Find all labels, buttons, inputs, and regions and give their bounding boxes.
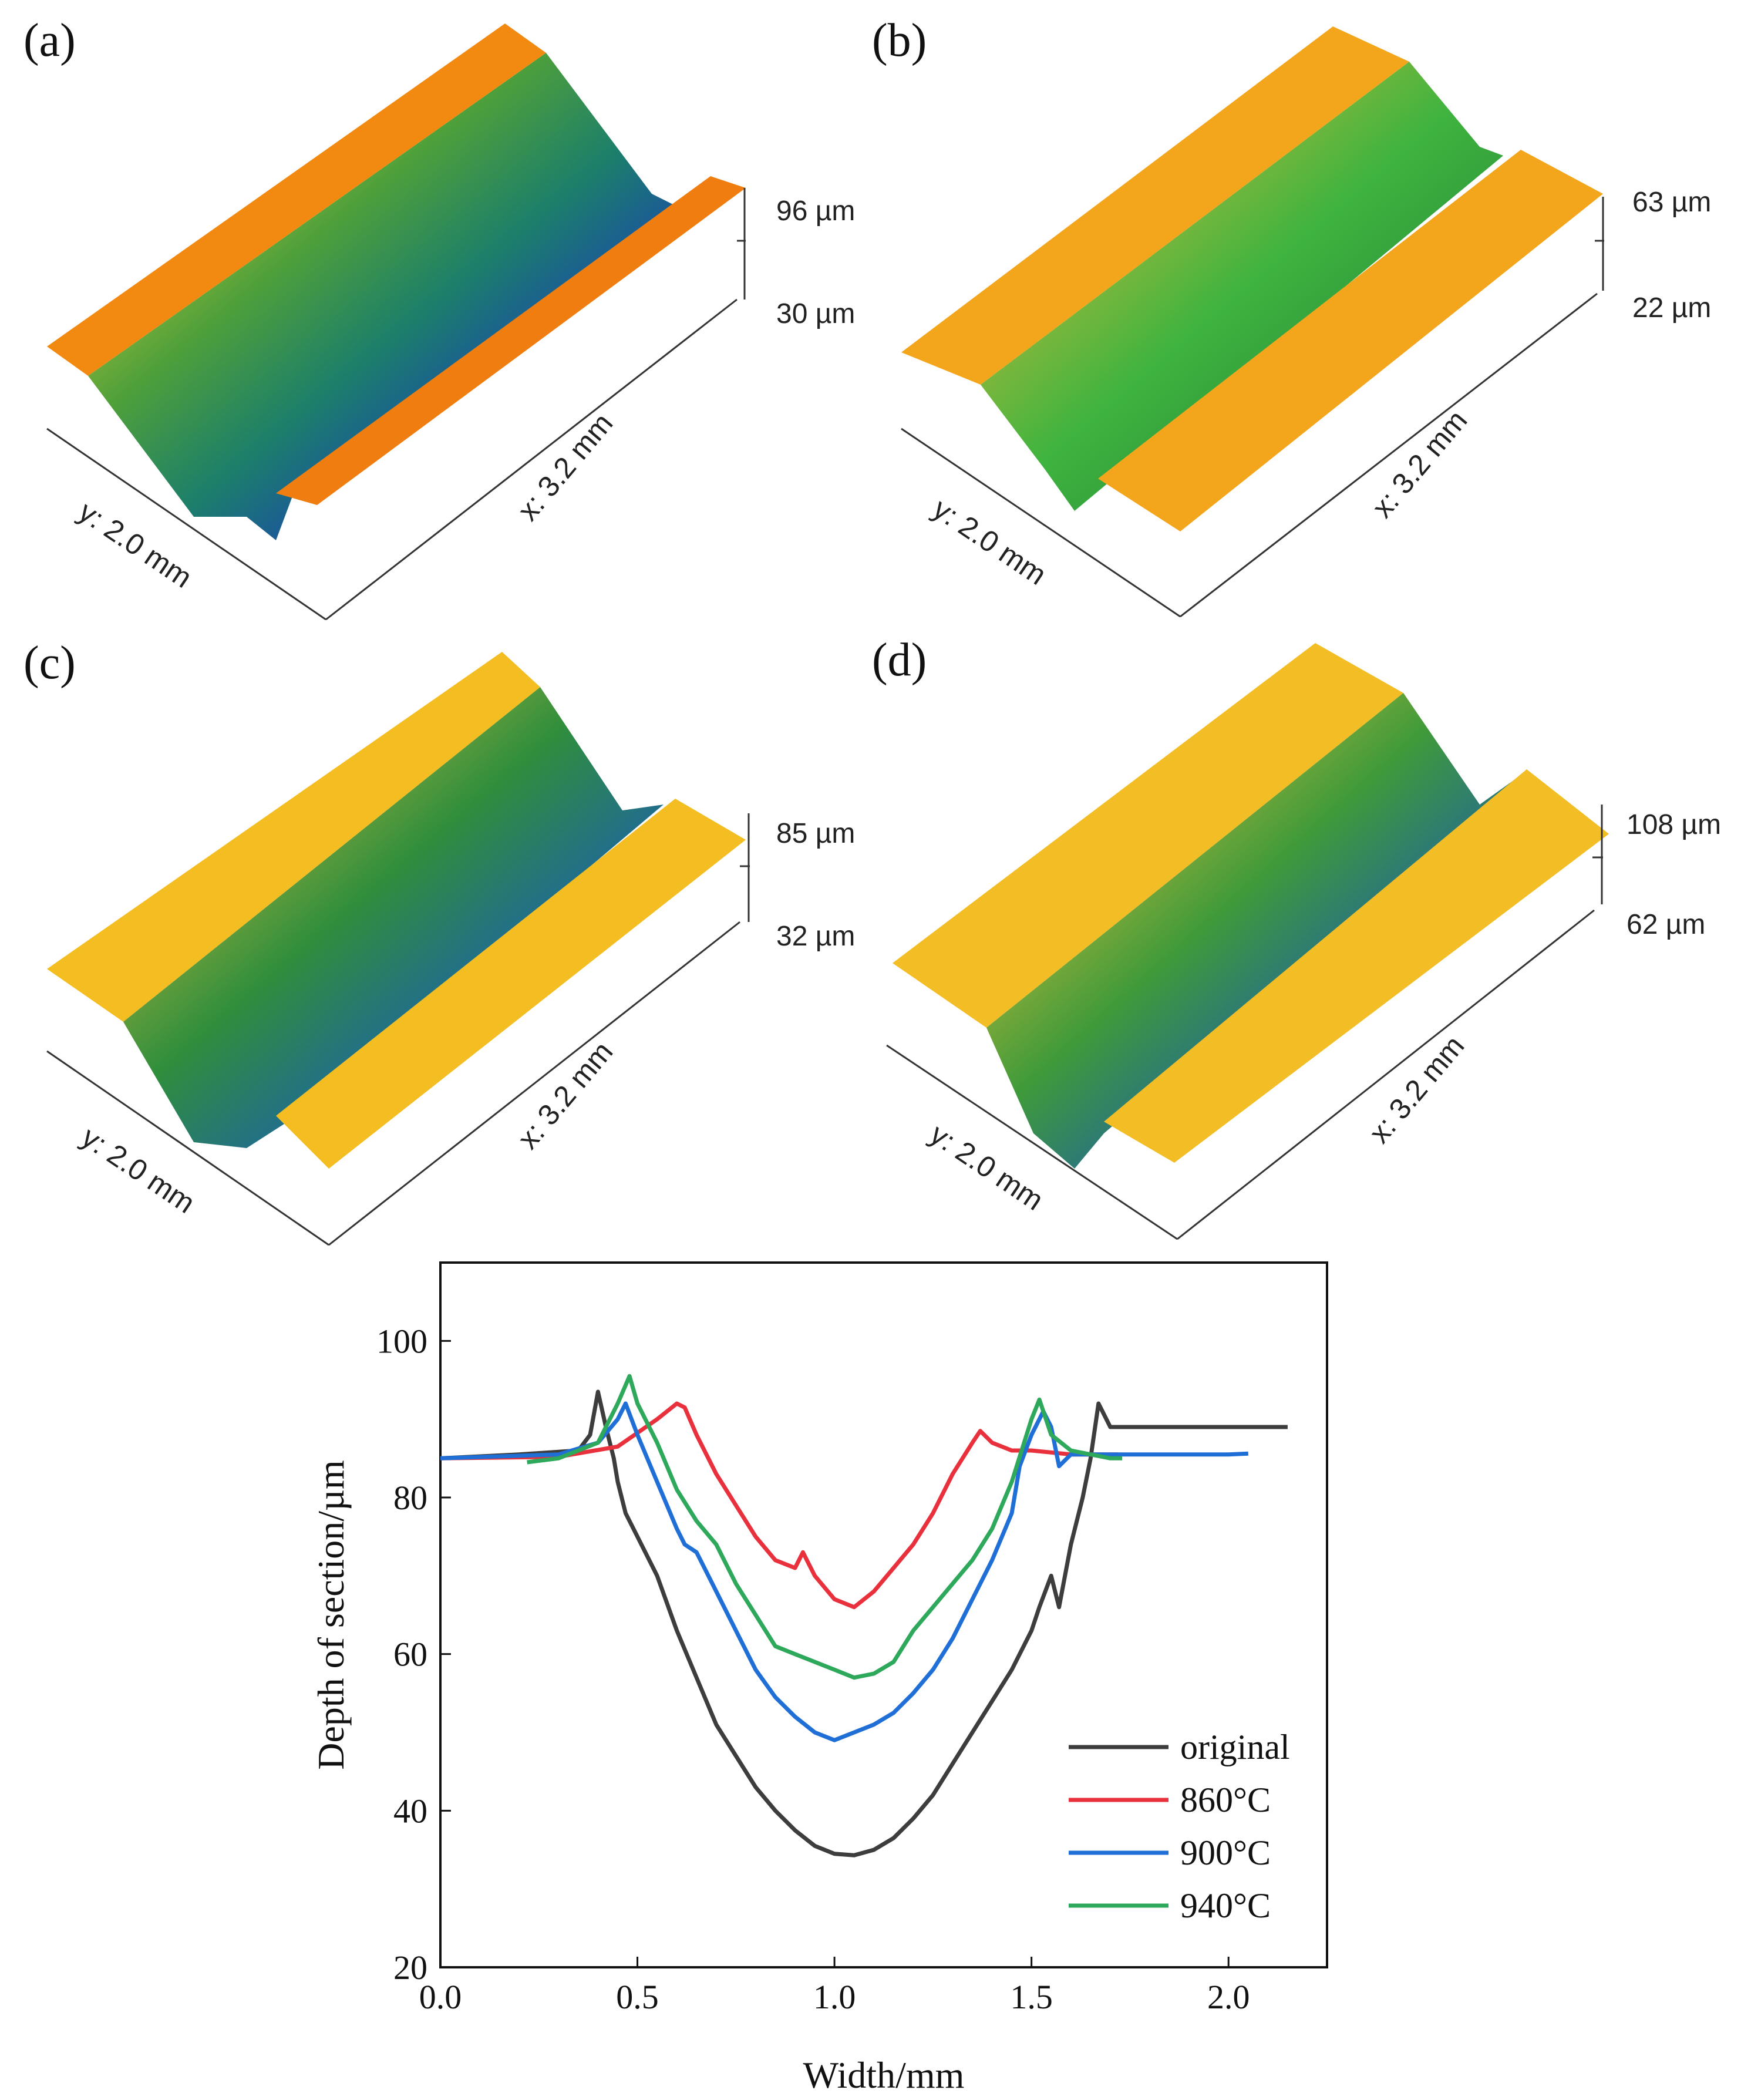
legend-label: 900°C <box>1180 1833 1271 1872</box>
plot-frame <box>439 1261 1328 1968</box>
panel-b-label: (b) <box>872 15 927 66</box>
panel-b-y-dimension: y: 2.0 mm <box>927 492 1052 591</box>
panel-a: (a) 96 µm 30 µm y: 2.0 mm x: 3.2 mm <box>23 15 855 621</box>
legend-label: 860°C <box>1180 1781 1271 1819</box>
panel-b-x-dimension: x: 3.2 mm <box>1366 404 1474 524</box>
y-tick-label: 40 <box>393 1792 427 1830</box>
panel-a-x-dimension: x: 3.2 mm <box>511 407 619 527</box>
panel-d-groove <box>986 693 1521 1169</box>
panel-b-scale-bottom: 22 µm <box>1632 292 1711 324</box>
panel-c-scale-top: 85 µm <box>776 818 855 849</box>
x-tick-label: 0.0 <box>419 1978 462 2016</box>
x-tick-label: 1.5 <box>1010 1978 1053 2016</box>
y-tick-label: 20 <box>393 1948 427 1987</box>
x-tick-label: 0.5 <box>616 1978 659 2016</box>
panel-a-scale-top: 96 µm <box>776 196 855 227</box>
panel-a-y-axis <box>46 428 326 621</box>
panel-d-surface-left <box>893 643 1403 1028</box>
panel-c-x-dimension: x: 3.2 mm <box>511 1035 619 1155</box>
panel-d-y-dimension: y: 2.0 mm <box>924 1118 1049 1217</box>
panel-c-y-axis <box>46 1050 329 1246</box>
panel-a-surface-right <box>276 176 746 505</box>
panel-a-surface-left <box>47 23 546 376</box>
y-axis-title: Depth of section/µm <box>310 1460 352 1769</box>
panel-c-groove <box>123 687 664 1148</box>
series-line-original <box>440 1389 1288 1857</box>
legend-label: original <box>1180 1728 1290 1766</box>
panel-a-groove <box>88 53 675 540</box>
chart-legend: original 860°C 900°C 940°C <box>1069 1728 1290 1925</box>
panel-c-surface-left <box>47 652 540 1022</box>
legend-label: 940°C <box>1180 1886 1271 1925</box>
panel-c-surface-right <box>276 799 746 1169</box>
panel-b-x-axis <box>1180 292 1598 618</box>
y-tick-label: 80 <box>393 1479 427 1517</box>
panel-a-x-axis <box>325 298 738 621</box>
panel-c-label: (c) <box>23 637 76 689</box>
panel-b-scale-top: 63 µm <box>1632 187 1711 218</box>
panel-b-surface-right <box>1098 150 1603 531</box>
panel-c-y-dimension: y: 2.0 mm <box>76 1120 201 1220</box>
chart-series <box>440 1374 1288 1857</box>
panel-d-scale-top: 108 µm <box>1626 809 1721 840</box>
x-tick-label: 1.0 <box>813 1978 856 2016</box>
series-line-900c <box>440 1401 1248 1742</box>
panel-a-label: (a) <box>23 15 76 66</box>
y-tick-label: 100 <box>376 1322 427 1360</box>
series-line-940c <box>527 1374 1122 1680</box>
x-tick-label: 2.0 <box>1207 1978 1250 2016</box>
panel-b-groove <box>981 62 1503 511</box>
panel-a-scale-bottom: 30 µm <box>776 298 855 329</box>
panel-d: (d) 108 µm 62 µm y: 2.0 mm x: 3.2 mm <box>872 634 1721 1240</box>
x-axis-title: Width/mm <box>803 2054 965 2096</box>
chart-ticks: 0.0 0.5 1.0 1.5 2.0 20 40 60 80 100 <box>376 1322 1250 2016</box>
panel-d-x-dimension: x: 3.2 mm <box>1363 1029 1471 1149</box>
panel-d-scale-bottom: 62 µm <box>1626 909 1705 940</box>
panel-d-y-axis <box>886 1044 1178 1240</box>
panel-c: (c) 85 µm 32 µm y: 2.0 mm x: 3.2 mm <box>23 637 855 1246</box>
panel-a-y-dimension: y: 2.0 mm <box>73 495 198 594</box>
depth-profile-chart: 0.0 0.5 1.0 1.5 2.0 20 40 60 80 100 Width/mm Dept… <box>310 1261 1328 2096</box>
panel-b-y-axis <box>901 428 1181 618</box>
panel-c-scale-bottom: 32 µm <box>776 921 855 952</box>
panel-d-label: (d) <box>872 634 927 686</box>
series-line-860c <box>440 1401 1119 1610</box>
panel-b: (b) 63 µm 22 µm y: 2.0 mm x: 3.2 mm <box>872 15 1711 618</box>
panel-b-surface-left <box>901 26 1409 385</box>
panel-d-x-axis <box>1177 909 1595 1240</box>
y-tick-label: 60 <box>393 1635 427 1674</box>
panel-c-x-axis <box>328 921 740 1246</box>
panel-d-surface-right <box>1104 769 1609 1163</box>
